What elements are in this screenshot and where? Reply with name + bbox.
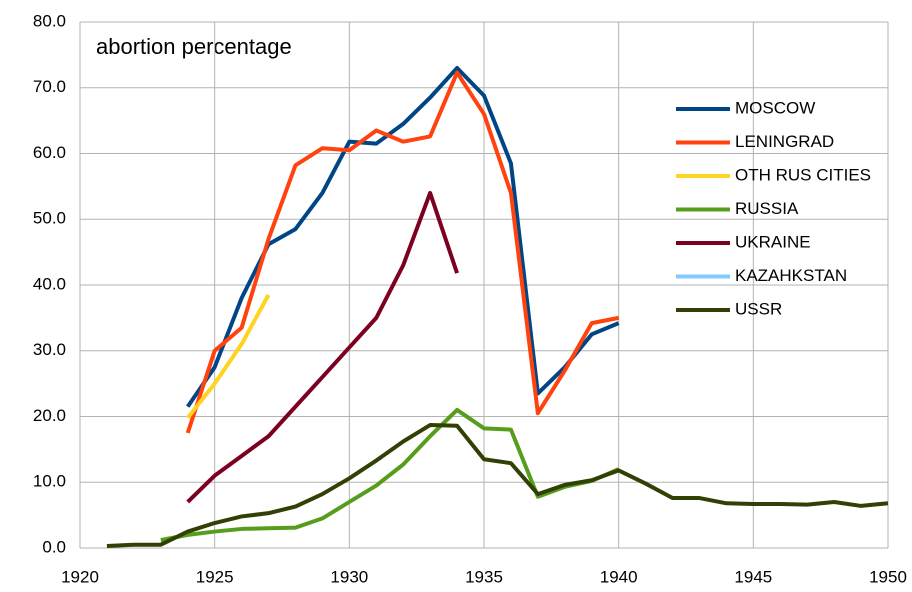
x-tick-label: 1930	[330, 567, 368, 586]
legend-label: RUSSIA	[735, 199, 799, 218]
chart-title: abortion percentage	[96, 34, 292, 59]
legend-label: KAZAHKSTAN	[735, 266, 847, 285]
x-tick-label: 1950	[869, 567, 907, 586]
series-line	[106, 423, 889, 549]
legend-label: UKRAINE	[735, 232, 811, 251]
series-line	[186, 190, 459, 504]
x-tick-label: 1925	[196, 567, 234, 586]
x-tick-label: 1945	[734, 567, 772, 586]
y-tick-label: 80.0	[33, 11, 66, 30]
series-line	[186, 293, 271, 420]
series-line	[186, 66, 620, 408]
x-tick-label: 1940	[600, 567, 638, 586]
y-tick-label: 20.0	[33, 406, 66, 425]
y-tick-label: 60.0	[33, 143, 66, 162]
legend-label: MOSCOW	[735, 98, 815, 117]
legend-label: USSR	[735, 299, 782, 318]
series-line	[185, 70, 620, 434]
y-tick-label: 30.0	[33, 340, 66, 359]
y-tick-label: 0.0	[42, 537, 66, 556]
y-tick-label: 10.0	[33, 472, 66, 491]
y-tick-label: 40.0	[33, 274, 66, 293]
y-tick-label: 70.0	[33, 77, 66, 96]
y-tick-label: 50.0	[33, 209, 66, 228]
x-tick-label: 1935	[465, 567, 503, 586]
legend-label: OTH RUS CITIES	[735, 165, 871, 184]
legend-label: LENINGRAD	[735, 132, 834, 151]
x-tick-label: 1920	[61, 567, 99, 586]
series-line	[160, 407, 620, 543]
